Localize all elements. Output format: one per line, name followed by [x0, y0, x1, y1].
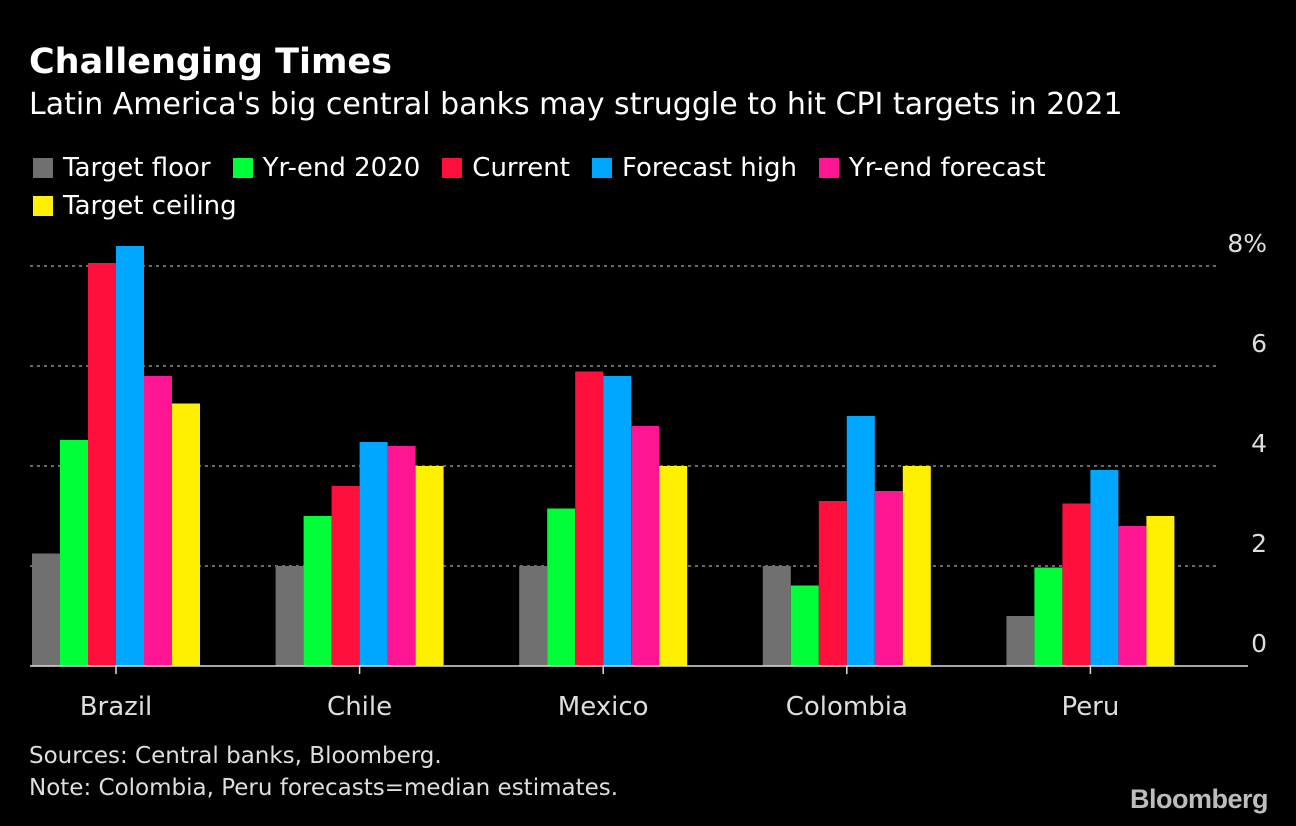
legend-item-yr-end-2020: Yr-end 2020 — [232, 150, 421, 186]
footer: Sources: Central banks, Bloomberg. Note:… — [29, 740, 618, 804]
x-tick-label: Peru — [1061, 692, 1119, 722]
legend: Target floor Yr-end 2020 Current Forecast h… — [33, 150, 1253, 224]
y-tick-label: 0 — [1251, 629, 1267, 658]
legend-swatch — [818, 158, 839, 178]
y-tick-label: 8% — [1227, 229, 1267, 258]
legend-label: Yr-end 2020 — [262, 153, 421, 183]
chart-subtitle: Latin America's big central banks may st… — [29, 87, 1123, 122]
bar-chile-yr-end-forecast — [387, 446, 416, 666]
bloomberg-logo: Bloomberg — [1129, 784, 1269, 814]
bar-chile-current — [331, 486, 360, 666]
chart-title: Challenging Times — [29, 42, 392, 82]
legend-item-target-floor: Target floor — [33, 150, 211, 186]
bar-peru-yr-end-2020 — [1034, 567, 1063, 666]
x-tick-label: Colombia — [786, 692, 908, 722]
bar-brazil-forecast-high — [116, 246, 144, 666]
legend-label: Yr-end forecast — [848, 153, 1046, 183]
y-tick-label: 6 — [1251, 329, 1267, 358]
bar-colombia-target-ceiling — [902, 466, 931, 666]
legend-swatch — [591, 158, 612, 178]
bar-chile-yr-end-2020 — [303, 516, 332, 666]
bar-peru-forecast-high — [1090, 470, 1119, 666]
bar-mexico-yr-end-forecast — [631, 426, 660, 666]
x-tick-label: Brazil — [80, 692, 153, 722]
bar-peru-yr-end-forecast — [1118, 526, 1147, 666]
legend-label: Forecast high — [621, 153, 797, 183]
bar-brazil-target-floor — [32, 553, 60, 666]
legend-item-forecast-high: Forecast high — [591, 150, 797, 186]
bar-colombia-forecast-high — [846, 416, 875, 666]
bar-brazil-yr-end-forecast — [144, 376, 172, 666]
bar-mexico-yr-end-2020 — [547, 508, 576, 666]
sources-text: Sources: Central banks, Bloomberg. — [29, 743, 442, 769]
bar-chile-target-floor — [275, 566, 304, 666]
legend-swatch — [33, 158, 53, 178]
legend-swatch — [232, 158, 253, 178]
x-tick-label: Chile — [327, 692, 392, 722]
legend-item-current: Current — [442, 150, 570, 186]
bar-mexico-current — [575, 371, 604, 666]
bar-colombia-target-floor — [762, 566, 791, 666]
legend-item-yr-end-forecast: Yr-end forecast — [818, 150, 1046, 186]
legend-swatch — [33, 196, 53, 216]
bar-chile-forecast-high — [359, 442, 388, 666]
legend-label: Current — [472, 153, 570, 183]
bar-brazil-target-ceiling — [172, 403, 200, 666]
legend-label: Target ceiling — [63, 191, 237, 221]
note-text: Note: Colombia, Peru forecasts=median es… — [29, 775, 619, 801]
bar-brazil-current — [88, 263, 116, 666]
x-tick-label: Mexico — [558, 692, 649, 722]
bar-peru-target-ceiling — [1146, 516, 1175, 666]
bar-mexico-target-floor — [519, 566, 548, 666]
y-tick-label: 4 — [1251, 429, 1267, 458]
bar-brazil-yr-end-2020 — [60, 440, 88, 666]
bar-colombia-current — [818, 501, 847, 666]
bar-chile-target-ceiling — [415, 466, 444, 666]
legend-label: Target floor — [63, 153, 211, 183]
legend-swatch — [442, 158, 463, 178]
bar-mexico-forecast-high — [603, 376, 632, 666]
bar-mexico-target-ceiling — [659, 466, 688, 666]
bar-colombia-yr-end-forecast — [874, 491, 903, 666]
bar-peru-current — [1062, 503, 1091, 666]
legend-item-target-ceiling: Target ceiling — [33, 188, 1231, 224]
bar-peru-target-floor — [1006, 616, 1035, 666]
y-tick-label: 2 — [1251, 529, 1267, 558]
bar-colombia-yr-end-2020 — [790, 585, 819, 666]
